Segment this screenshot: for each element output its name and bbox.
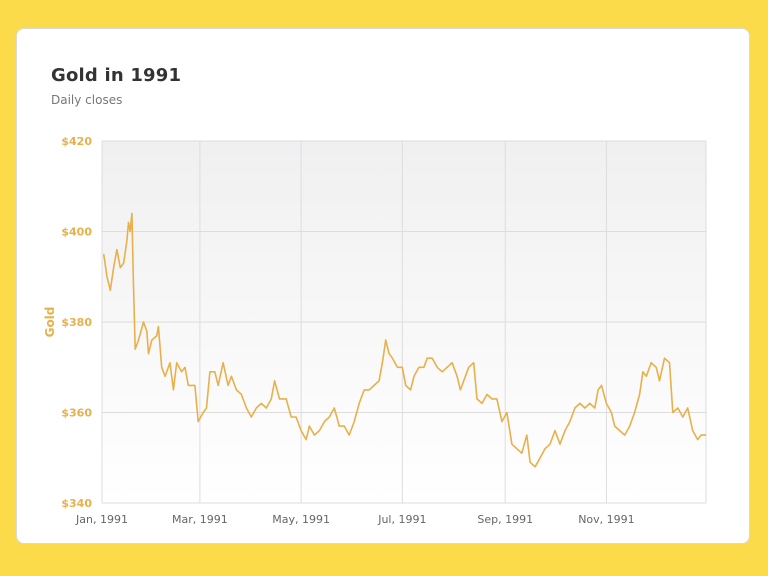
- y-tick-label: $420: [61, 135, 92, 148]
- chart-title: Gold in 1991: [51, 65, 182, 86]
- y-tick-label: $380: [61, 316, 92, 329]
- y-tick-label: $400: [61, 226, 92, 239]
- y-axis-label: Gold: [43, 307, 57, 338]
- y-axis: $340 $360 $380 $400 $420: [61, 135, 92, 510]
- x-tick-label: Sep, 1991: [477, 513, 533, 526]
- x-tick-label: Nov, 1991: [578, 513, 634, 526]
- x-axis: Jan, 1991 Mar, 1991 May, 1991 Jul, 1991 Sep,…: [75, 513, 635, 526]
- chart-card: Gold in 1991 Daily closes $340 $360 $380 $4…: [16, 28, 750, 544]
- chart-subtitle: Daily closes: [51, 93, 123, 107]
- gold-line-chart: $340 $360 $380 $400 $420 Jan, 1991 Mar, 1991 M…: [43, 135, 707, 526]
- y-tick-label: $340: [61, 497, 92, 510]
- y-tick-label: $360: [61, 407, 92, 420]
- x-tick-label: Mar, 1991: [172, 513, 228, 526]
- series-line: [102, 212, 706, 468]
- x-tick-label: Jan, 1991: [75, 513, 128, 526]
- grid-lines: [101, 140, 707, 504]
- x-tick-label: Jul, 1991: [377, 513, 426, 526]
- x-tick-label: May, 1991: [272, 513, 330, 526]
